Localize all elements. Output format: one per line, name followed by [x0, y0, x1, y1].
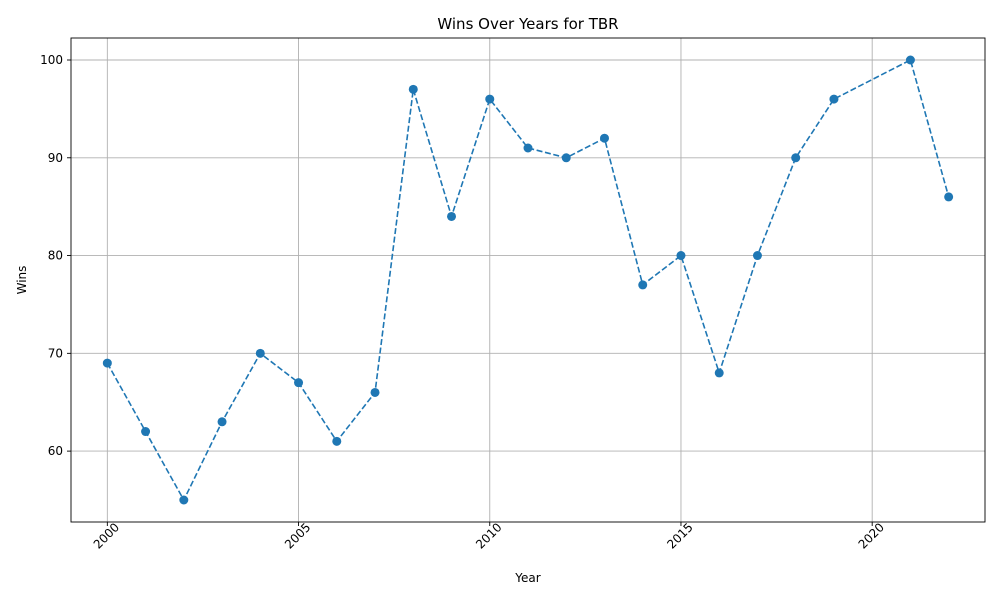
data-point — [829, 94, 839, 104]
data-point — [791, 153, 801, 163]
data-point — [714, 368, 724, 378]
data-point — [141, 427, 151, 437]
data-point — [332, 436, 342, 446]
y-tick-label: 100 — [40, 53, 63, 67]
series-line-layer — [106, 58, 950, 502]
data-point — [102, 358, 112, 368]
series-line — [106, 58, 950, 502]
y-axis-ticks: 60 70 80 90 100 — [40, 53, 71, 458]
x-tick-label: 2000 — [91, 520, 122, 551]
x-tick-label: 2005 — [282, 520, 313, 551]
data-point — [255, 348, 265, 358]
data-point — [447, 211, 457, 221]
data-point — [599, 133, 609, 143]
data-point — [676, 251, 686, 261]
data-point — [905, 55, 915, 65]
data-points-layer — [102, 55, 954, 505]
data-point — [370, 387, 380, 397]
chart-title: Wins Over Years for TBR — [437, 15, 618, 33]
y-tick-label: 60 — [48, 444, 63, 458]
y-axis-label: Wins — [15, 266, 29, 295]
data-point — [752, 251, 762, 261]
grid-layer — [71, 38, 985, 522]
x-axis-ticks: 2000 2005 2010 2015 2020 — [91, 520, 887, 551]
y-tick-label: 90 — [48, 151, 63, 165]
y-tick-label: 70 — [48, 346, 63, 360]
data-point — [294, 378, 304, 388]
data-point — [408, 84, 418, 94]
data-point — [523, 143, 533, 153]
x-tick-label: 2020 — [856, 520, 887, 551]
axes-frame — [70, 37, 986, 523]
x-tick-label: 2010 — [473, 520, 504, 551]
data-point — [561, 153, 571, 163]
data-point — [944, 192, 954, 202]
x-axis-label: Year — [514, 571, 540, 585]
data-point — [485, 94, 495, 104]
data-point — [179, 495, 189, 505]
data-point — [217, 417, 227, 427]
x-tick-label: 2015 — [664, 520, 695, 551]
y-tick-label: 80 — [48, 249, 63, 263]
data-point — [638, 280, 648, 290]
